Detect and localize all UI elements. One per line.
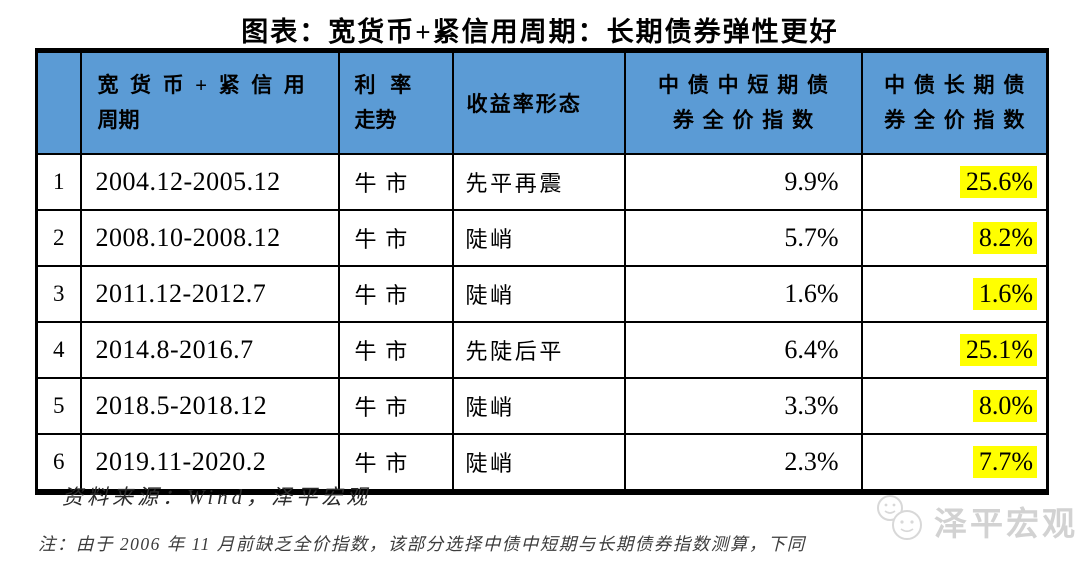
cell-row-number: 1 xyxy=(35,153,82,211)
header-cycle-line1: 宽货币+紧信用 xyxy=(97,73,317,98)
header-rate-line2: 走势 xyxy=(354,108,397,132)
header-row: 宽货币+紧信用 周期 利率 走势 收益率形态 中债中短期债 券全价指数 中债长期… xyxy=(35,49,1049,155)
table-row: 2 2008.10-2008.12 牛市 陡峭 5.7% 8.2% xyxy=(35,209,1049,267)
cell-row-number: 5 xyxy=(35,377,82,435)
cell-long-index: 25.1% xyxy=(860,321,1049,379)
highlighted-value: 1.6% xyxy=(972,277,1037,311)
cell-yield-shape: 陡峭 xyxy=(451,209,626,267)
highlighted-value: 8.2% xyxy=(972,221,1037,255)
cell-long-index: 8.2% xyxy=(860,209,1049,267)
cell-long-index: 25.6% xyxy=(860,153,1049,211)
cell-rate-trend: 牛市 xyxy=(337,153,454,211)
cell-period: 2018.5-2018.12 xyxy=(79,377,340,435)
cell-short-index: 3.3% xyxy=(623,377,863,435)
bond-cycle-table-wrap: 宽货币+紧信用 周期 利率 走势 收益率形态 中债中短期债 券全价指数 中债长期… xyxy=(35,48,1049,495)
header-long-index: 中债长期债 券全价指数 xyxy=(860,49,1049,155)
cell-period: 2019.11-2020.2 xyxy=(79,433,340,493)
header-yield-shape: 收益率形态 xyxy=(451,49,626,155)
highlighted-value: 25.1% xyxy=(959,333,1037,367)
cell-period: 2004.12-2005.12 xyxy=(79,153,340,211)
header-rate-trend: 利率 走势 xyxy=(337,49,454,155)
cell-rate-trend: 牛市 xyxy=(337,377,454,435)
bond-cycle-table: 宽货币+紧信用 周期 利率 走势 收益率形态 中债中短期债 券全价指数 中债长期… xyxy=(35,48,1049,495)
header-short-index: 中债中短期债 券全价指数 xyxy=(623,49,863,155)
table-row: 4 2014.8-2016.7 牛市 先陡后平 6.4% 25.1% xyxy=(35,321,1049,379)
header-short-line2: 券全价指数 xyxy=(672,108,822,132)
cell-rate-trend: 牛市 xyxy=(337,433,454,493)
cell-yield-shape: 陡峭 xyxy=(451,377,626,435)
footnote: 注：由于 2006 年 11 月前缺乏全价指数，该部分选择中债中短期与长期债券指… xyxy=(38,534,806,554)
cell-row-number: 6 xyxy=(35,433,82,493)
page-title: 图表：宽货币+紧信用周期：长期债券弹性更好 xyxy=(241,17,839,47)
source-line: 资料来源：Wind，泽平宏观 xyxy=(62,485,372,509)
cell-row-number: 2 xyxy=(35,209,82,267)
cell-rate-trend: 牛市 xyxy=(337,321,454,379)
cell-short-index: 2.3% xyxy=(623,433,863,493)
cell-long-index: 1.6% xyxy=(860,265,1049,323)
cell-row-number: 3 xyxy=(35,265,82,323)
cell-yield-shape: 先陡后平 xyxy=(451,321,626,379)
table-row: 1 2004.12-2005.12 牛市 先平再震 9.9% 25.6% xyxy=(35,153,1049,211)
cell-rate-trend: 牛市 xyxy=(337,209,454,267)
table-row: 6 2019.11-2020.2 牛市 陡峭 2.3% 7.7% xyxy=(35,433,1049,493)
zeping-faces-logo-icon xyxy=(874,492,926,549)
table-body: 1 2004.12-2005.12 牛市 先平再震 9.9% 25.6% 2 2… xyxy=(35,153,1049,493)
header-short-line1: 中债中短期债 xyxy=(657,73,837,98)
cell-row-number: 4 xyxy=(35,321,82,379)
cell-short-index: 1.6% xyxy=(623,265,863,323)
header-rate-line1: 利率 xyxy=(354,73,426,98)
cell-period: 2011.12-2012.7 xyxy=(79,265,340,323)
cell-yield-shape: 陡峭 xyxy=(451,265,626,323)
watermark: 泽平宏观 xyxy=(874,492,1078,549)
cell-short-index: 5.7% xyxy=(623,209,863,267)
cell-long-index: 7.7% xyxy=(860,433,1049,493)
highlighted-value: 8.0% xyxy=(972,389,1037,423)
table-row: 5 2018.5-2018.12 牛市 陡峭 3.3% 8.0% xyxy=(35,377,1049,435)
cell-long-index: 8.0% xyxy=(860,377,1049,435)
highlighted-value: 7.7% xyxy=(972,445,1037,479)
header-index xyxy=(35,49,82,155)
cell-yield-shape: 陡峭 xyxy=(451,433,626,493)
highlighted-value: 25.6% xyxy=(959,165,1037,199)
table-row: 3 2011.12-2012.7 牛市 陡峭 1.6% 1.6% xyxy=(35,265,1049,323)
header-long-line2: 券全价指数 xyxy=(884,108,1034,132)
cell-short-index: 6.4% xyxy=(623,321,863,379)
cell-period: 2008.10-2008.12 xyxy=(79,209,340,267)
cell-yield-shape: 先平再震 xyxy=(451,153,626,211)
watermark-text: 泽平宏观 xyxy=(934,504,1078,542)
header-cycle-line2: 周期 xyxy=(97,108,140,132)
header-long-line1: 中债长期债 xyxy=(884,73,1034,98)
table-header: 宽货币+紧信用 周期 利率 走势 收益率形态 中债中短期债 券全价指数 中债长期… xyxy=(35,49,1049,155)
cell-period: 2014.8-2016.7 xyxy=(79,321,340,379)
header-cycle: 宽货币+紧信用 周期 xyxy=(79,49,340,155)
cell-rate-trend: 牛市 xyxy=(337,265,454,323)
cell-short-index: 9.9% xyxy=(623,153,863,211)
